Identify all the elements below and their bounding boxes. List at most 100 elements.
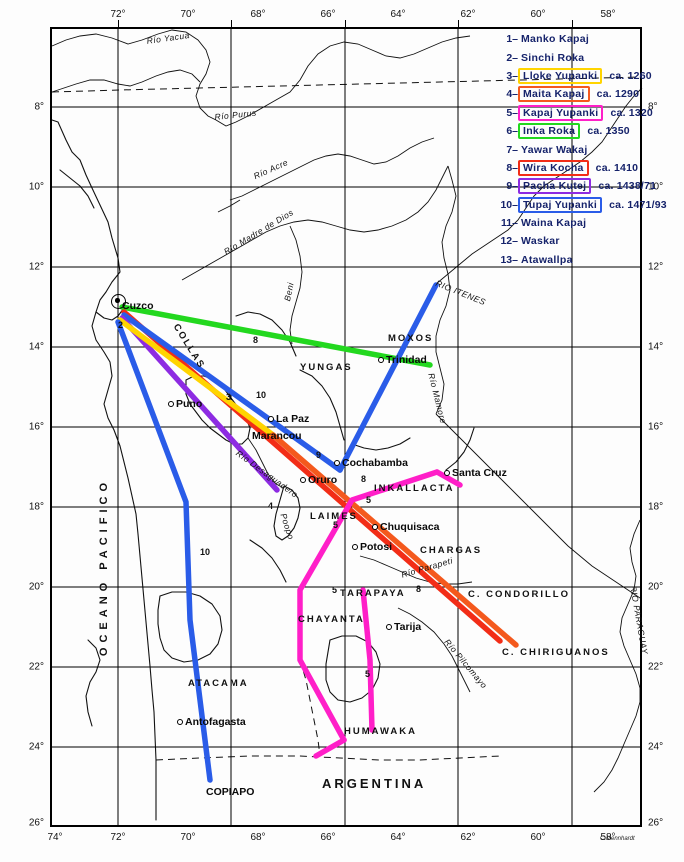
axis-right-tick-3: 14° [648, 341, 664, 353]
route-3-lloke[interactable] [117, 317, 276, 438]
city-name-text: Puno [176, 398, 203, 410]
legend-date-3: ca. 1260 [609, 69, 652, 82]
axis-top-tick-0: 72° [110, 9, 126, 20]
axis-right-tick-0: 8° [648, 101, 658, 113]
route-10c-tupaj-south[interactable] [115, 319, 213, 783]
axis-top-tick-7: 58° [600, 9, 616, 20]
city-name-text: Cuzco [122, 300, 154, 312]
region-label-c-condorillo: C. CONDORILLO [468, 589, 570, 600]
route-9-pacha-kutej[interactable] [119, 315, 280, 493]
legend-date-5: ca. 1320 [610, 106, 653, 119]
city-name-text: Trinidad [386, 354, 427, 366]
city-dot-icon [334, 460, 340, 467]
city-label-potosi: Potosi [352, 541, 392, 553]
city-name-text: Antofagasta [185, 716, 246, 728]
axis-top-tick-4: 64° [390, 9, 406, 20]
city-label-puno: Puno [168, 398, 202, 410]
axis-right-tick-1: 10° [648, 181, 664, 193]
axis-left-tick-6: 20° [28, 581, 44, 593]
route-number-label-6: 4 [268, 501, 274, 511]
city-dot-icon [168, 401, 174, 408]
legend-item-9[interactable]: 9– Pacha Kutej ca. 1438/71 [498, 177, 680, 195]
axis-left-tick-1: 10° [28, 181, 44, 193]
route-5d-kapaj-humaw[interactable] [313, 737, 347, 759]
axis-bottom-tick-6: 62° [460, 832, 476, 843]
city-dot-icon [352, 544, 358, 551]
city-dot-icon [300, 477, 306, 484]
axis-bottom-tick-3: 68° [250, 832, 266, 843]
legend-date-10: ca. 1471/93 [609, 198, 667, 211]
route-number-label-4: 9 [316, 450, 322, 460]
axis-bottom-tick-0: 74° [47, 832, 63, 843]
city-dot-icon [372, 524, 378, 531]
legend-number-1: 1– [506, 33, 518, 46]
legend-ruler-name-11: Waina Kapaj [521, 217, 587, 230]
author-signature: C.Mennhardt [600, 836, 635, 842]
city-name-text: Potosi [360, 541, 393, 553]
region-label-tarapaya: TARAPAYA [340, 588, 406, 599]
route-number-label-3: 3 [226, 392, 232, 402]
route-5b-kapaj[interactable] [434, 469, 463, 488]
route-number-label-9: 5 [332, 585, 338, 595]
region-label-chargas: CHARGAS [420, 545, 483, 556]
legend-ruler-name-7: Yawar Wakaj [521, 143, 588, 156]
route-number-label-5: 8 [361, 474, 367, 484]
axis-bottom-tick-7: 60° [530, 832, 546, 843]
legend-ruler-name-2: Sinchi Roka [521, 51, 585, 64]
city-name-text: La Paz [276, 413, 310, 425]
axis-left-tick-4: 16° [28, 421, 44, 433]
axis-left-tick-0: 8° [34, 101, 44, 113]
axis-bottom-tick-2: 70° [180, 832, 196, 843]
legend-item-6[interactable]: 6– Inka Roka ca. 1350 [498, 122, 680, 140]
legend-item-13[interactable]: 13– Atawallpa [498, 251, 680, 269]
legend-number-11: 11– [501, 217, 518, 230]
legend-ruler-name-12: Waskar [521, 235, 560, 248]
route-5a-kapaj[interactable] [297, 469, 440, 743]
route-number-label-0: 2 [118, 320, 124, 330]
legend-item-1[interactable]: 1– Manko Kapaj [498, 30, 680, 48]
city-name-text: Santa Cruz [452, 467, 507, 479]
legend-date-6: ca. 1350 [587, 125, 630, 138]
legend-ruler-name-6: Inka Roka [518, 123, 581, 140]
region-label-chayanta: CHAYANTA [298, 614, 365, 625]
city-label-antofagasta: Antofagasta [177, 716, 246, 728]
axis-right-tick-8: 24° [648, 741, 664, 753]
legend-item-5[interactable]: 5– Kapaj Yupanki ca. 1320 [498, 104, 680, 122]
legend-item-4[interactable]: 4– Maita Kapaj ca. 1290 [498, 85, 680, 103]
route-4-maita[interactable] [270, 432, 519, 648]
city-name-text: Tarija [394, 621, 422, 633]
legend-item-11[interactable]: 11– Waina Kapaj [498, 214, 680, 232]
city-name-text: Cochabamba [342, 457, 408, 469]
ocean-label: OCEANO PACIFICO [98, 478, 110, 657]
axis-right-tick-6: 20° [648, 581, 664, 593]
legend-number-6: 6– [506, 125, 518, 138]
legend-item-10[interactable]: 10– Tupaj Yupanki ca. 1471/93 [498, 196, 680, 214]
legend-item-8[interactable]: 8– Wira Kocha ca. 1410 [498, 159, 680, 177]
legend-item-7[interactable]: 7– Yawar Wakaj [498, 140, 680, 158]
region-label-inkallacta: INKALLACTA [374, 483, 455, 494]
legend-number-10: 10– [500, 198, 518, 211]
legend-ruler-name-13: Atawallpa [521, 253, 573, 266]
legend-number-5: 5– [506, 106, 518, 119]
city-dot-icon [444, 470, 450, 477]
route-10a-tupaj[interactable] [121, 312, 343, 473]
legend-item-3[interactable]: 3– Lloke Yupanki ca. 1260 [498, 67, 680, 85]
route-10b-tupaj[interactable] [337, 282, 439, 473]
axis-right-tick-7: 22° [648, 661, 664, 673]
legend-ruler-name-4: Maita Kapaj [518, 86, 590, 103]
city-dot-icon [386, 624, 392, 631]
city-label-oruro: Oruro [300, 474, 337, 486]
route-6-inka-roka[interactable] [119, 304, 433, 368]
legend-date-8: ca. 1410 [595, 161, 639, 174]
axis-bottom-tick-5: 64° [390, 832, 406, 843]
axis-bottom-tick-8: 58° [600, 832, 616, 843]
city-label-tarija: Tarija [386, 621, 421, 633]
legend-item-12[interactable]: 12– Waskar [498, 232, 680, 250]
region-label-moxos: MOXOS [388, 333, 434, 344]
city-dot-icon [177, 719, 183, 726]
legend-item-2[interactable]: 2– Sinchi Roka [498, 48, 680, 66]
route-5c-kapaj-south[interactable] [360, 587, 375, 733]
